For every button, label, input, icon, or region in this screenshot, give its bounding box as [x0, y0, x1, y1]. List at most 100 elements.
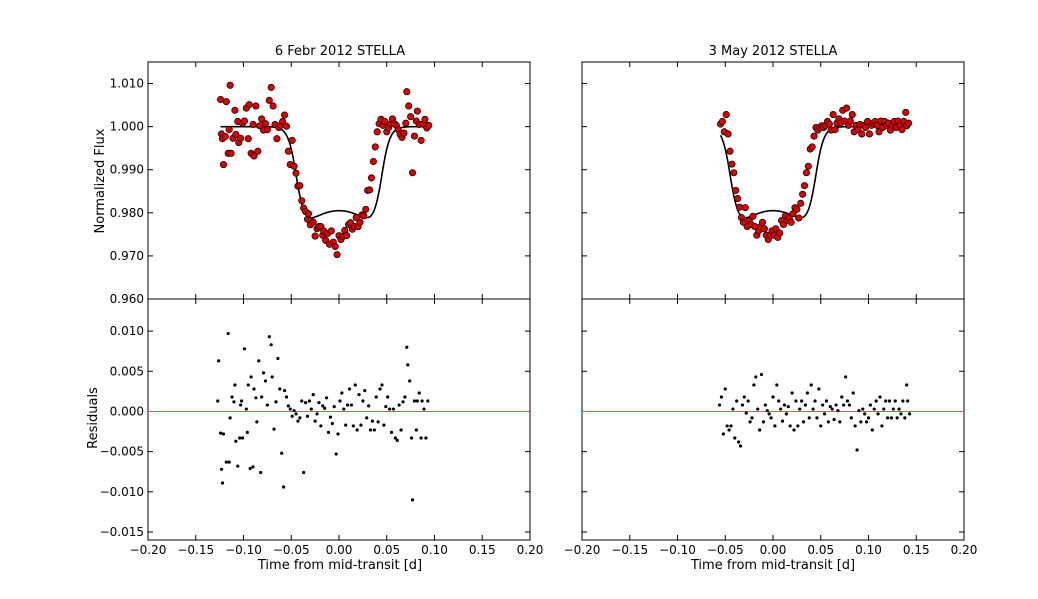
left-residual-point: [216, 399, 220, 403]
right-flux-point: [741, 204, 749, 212]
right-residual-point: [891, 407, 895, 411]
right-residual-point: [775, 383, 779, 387]
left-residual-point: [228, 416, 232, 420]
left-residual-point: [217, 359, 221, 363]
right-flux-point: [898, 126, 906, 134]
right-flux-point: [902, 108, 910, 116]
left-residuals-panel: −0.015 −0.010 −0.005 0.000 0.005 0.010 −0.20 −0…: [100, 298, 544, 557]
right-residual-point: [857, 409, 861, 413]
left-flux-point: [352, 214, 360, 222]
right-residual-point: [866, 416, 871, 420]
left-flux-point: [261, 120, 270, 128]
left-flux-point: [288, 136, 296, 144]
right-residual-point: [828, 405, 832, 409]
left-residual-point: [218, 431, 223, 435]
right-residual-point: [849, 416, 853, 420]
left-res-ytick-label: 0.010: [110, 324, 144, 338]
left-flux-point: [417, 136, 425, 144]
right-flux-point: [842, 104, 851, 112]
right-residual-point: [903, 416, 907, 420]
left-residual-point: [242, 347, 247, 351]
left-residual-point: [232, 400, 236, 404]
left-flux-point: [362, 205, 370, 213]
right-residual-point: [815, 416, 819, 420]
left-residual-point: [278, 387, 282, 391]
left-residual-point: [257, 359, 261, 363]
left-residual-point: [408, 379, 412, 383]
left-flux-point: [309, 218, 317, 226]
right-residual-point: [811, 407, 815, 411]
right-residual-point: [717, 403, 722, 407]
left-residual-point: [267, 335, 271, 339]
left-flux-point: [267, 83, 275, 91]
right-residual-point: [880, 424, 884, 428]
left-flux-point: [381, 117, 389, 126]
right-residual-point: [893, 399, 897, 403]
left-res-ytick-label: 0.005: [110, 364, 144, 378]
left-residual-point: [422, 407, 426, 411]
left-flux-point: [254, 147, 262, 155]
right-flux-point: [749, 212, 757, 220]
left-residual-point: [330, 421, 334, 426]
left-residual-point: [238, 436, 242, 440]
left-flux-point: [279, 117, 287, 126]
right-residual-point: [805, 391, 809, 395]
left-residual-point: [419, 436, 423, 440]
left-residual-point: [255, 420, 259, 424]
left-residual-point: [288, 407, 292, 411]
left-flux-point: [311, 232, 319, 240]
left-res-ytick-label: −0.005: [100, 445, 144, 459]
left-residual-point: [240, 436, 245, 440]
right-residual-point: [803, 403, 808, 407]
left-residual-point: [412, 399, 417, 403]
right-flux-point: [724, 130, 732, 138]
right-residual-point: [731, 407, 735, 411]
right-flux-point: [846, 117, 854, 125]
right-flux-point: [800, 182, 809, 190]
left-residual-point: [227, 460, 231, 464]
right-residual-point: [878, 395, 882, 399]
right-residual-point: [754, 375, 758, 379]
flux-y-label: Normalized Flux: [93, 128, 108, 233]
left-residual-point: [324, 396, 329, 400]
left-residual-point: [386, 395, 390, 399]
left-flux-point: [232, 130, 240, 138]
right-residual-point: [737, 440, 741, 444]
left-res-xtick-label: 0.20: [517, 543, 544, 557]
left-residual-point: [420, 399, 424, 403]
left-residual-point: [326, 430, 331, 434]
left-residual-point: [363, 388, 367, 393]
left-flux-point: [240, 117, 249, 125]
right-residual-point: [756, 407, 760, 411]
right-residual-point: [746, 399, 750, 403]
left-res-xtick-label: 0.05: [373, 543, 400, 557]
right-residual-point: [853, 424, 857, 428]
left-flux-point: [222, 98, 230, 106]
right-flux-point: [776, 229, 784, 237]
left-residual-point: [374, 395, 378, 399]
right-residual-point: [906, 399, 910, 403]
right-residual-point: [838, 420, 842, 424]
left-flux-point: [356, 218, 364, 226]
left-residual-point: [282, 388, 287, 393]
left-residual-point: [233, 383, 237, 387]
right-residual-point: [874, 399, 878, 403]
right-residual-point: [758, 428, 762, 432]
right-residual-point: [794, 399, 798, 403]
right-residual-point: [876, 412, 880, 416]
left-flux-point: [290, 162, 298, 170]
left-flux-ytick-label: 1.000: [110, 120, 144, 134]
right-residual-point: [836, 409, 840, 413]
left-flux-ytick-label: 0.990: [110, 163, 144, 177]
left-residual-point: [245, 430, 249, 434]
left-residual-point: [284, 395, 289, 399]
left-flux-point: [231, 106, 239, 114]
left-flux-point: [405, 102, 413, 110]
right-residual-point: [834, 403, 838, 407]
left-res-xtick-label: 0.15: [469, 543, 496, 557]
left-res-xtick-label: −0.15: [177, 543, 214, 557]
left-residual-point: [321, 404, 325, 408]
left-residual-point: [249, 375, 253, 379]
residuals-y-label: Residuals: [86, 387, 101, 449]
left-residual-point: [248, 466, 252, 471]
